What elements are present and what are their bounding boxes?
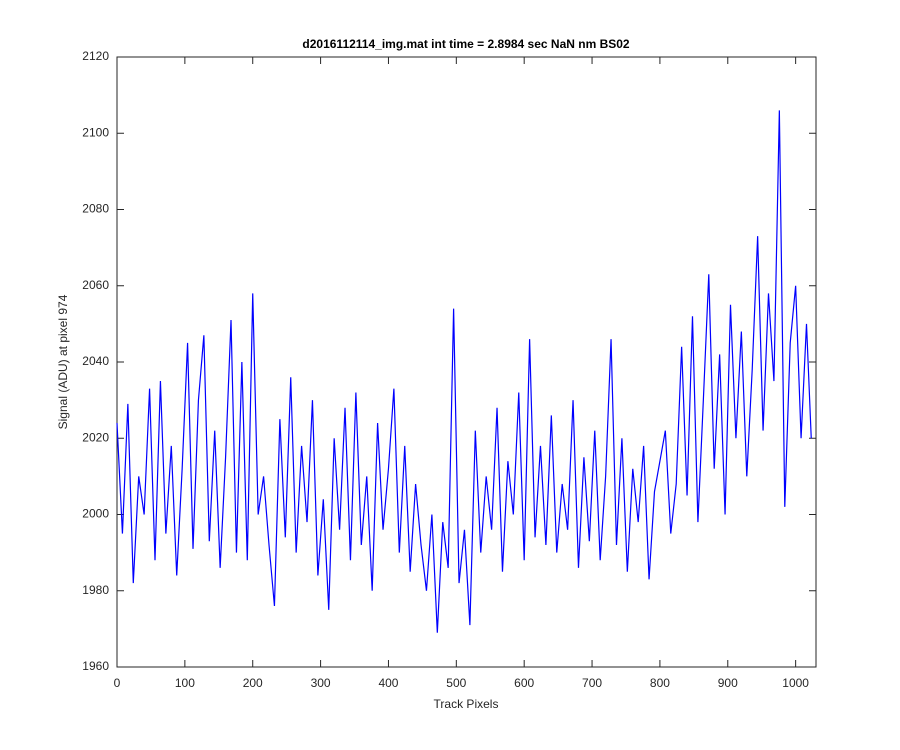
x-tick-label: 700 — [582, 676, 602, 690]
x-tick-label: 1000 — [782, 676, 809, 690]
x-tick-label: 0 — [114, 676, 121, 690]
y-tick-label: 2060 — [82, 278, 109, 292]
x-tick-label: 200 — [243, 676, 263, 690]
y-tick-label: 2020 — [82, 430, 109, 444]
data-line — [116, 110, 812, 633]
x-tick-label: 300 — [311, 676, 331, 690]
chart-title: d2016112114_img.mat int time = 2.8984 se… — [302, 37, 630, 51]
x-tick-label: 800 — [650, 676, 670, 690]
x-tick-label: 900 — [718, 676, 738, 690]
y-tick-label: 2040 — [82, 354, 109, 368]
y-tick-label: 2120 — [82, 49, 109, 63]
y-tick-label: 2080 — [82, 202, 109, 216]
x-axis-label: Track Pixels — [434, 697, 499, 711]
y-tick-label: 2000 — [82, 507, 109, 521]
x-tick-label: 500 — [446, 676, 466, 690]
y-axis-label: Signal (ADU) at pixel 974 — [56, 294, 70, 429]
y-tick-label: 1960 — [82, 659, 109, 673]
x-tick-label: 600 — [514, 676, 534, 690]
x-tick-label: 100 — [175, 676, 195, 690]
x-tick-label: 400 — [378, 676, 398, 690]
y-tick-label: 1980 — [82, 583, 109, 597]
y-tick-label: 2100 — [82, 125, 109, 139]
